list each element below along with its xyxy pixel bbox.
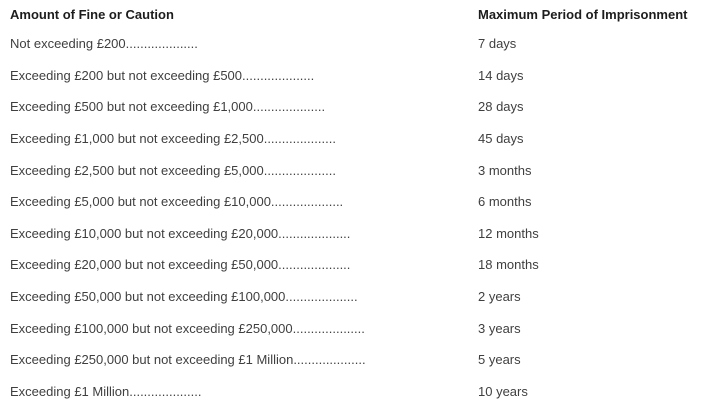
fine-amount-cell: Exceeding £50,000 but not exceeding £100… [10, 289, 358, 305]
table-header-row: Amount of Fine or Caution Maximum Period… [10, 0, 698, 28]
table-row: Exceeding £20,000 but not exceeding £50,… [10, 249, 698, 281]
imprisonment-period-cell: 5 years [478, 352, 521, 368]
fine-amount-cell: Exceeding £20,000 but not exceeding £50,… [10, 257, 351, 273]
imprisonment-period-cell: 3 years [478, 320, 521, 336]
table-row: Exceeding £1,000 but not exceeding £2,50… [10, 123, 698, 155]
table-row: Exceeding £50,000 but not exceeding £100… [10, 281, 698, 313]
imprisonment-period-cell: 3 months [478, 162, 532, 178]
fine-amount-cell: Exceeding £100,000 but not exceeding £25… [10, 320, 365, 336]
table-row: Exceeding £100,000 but not exceeding £25… [10, 312, 698, 344]
table-row: Exceeding £2,500 but not exceeding £5,00… [10, 154, 698, 186]
imprisonment-period-cell: 14 days [478, 67, 524, 83]
table-row: Exceeding £250,000 but not exceeding £1 … [10, 344, 698, 376]
column-header-fine-amount: Amount of Fine or Caution [10, 6, 174, 22]
imprisonment-period-cell: 18 months [478, 257, 539, 273]
imprisonment-period-cell: 6 months [478, 194, 532, 210]
fine-amount-cell: Exceeding £500 but not exceeding £1,000.… [10, 99, 326, 115]
table-row: Exceeding £5,000 but not exceeding £10,0… [10, 186, 698, 218]
table-row: Not exceeding £200.................... 7… [10, 28, 698, 60]
fine-amount-cell: Not exceeding £200.................... [10, 36, 198, 52]
fine-amount-cell: Exceeding £1,000 but not exceeding £2,50… [10, 131, 336, 147]
imprisonment-period-cell: 10 years [478, 383, 528, 399]
imprisonment-period-cell: 45 days [478, 131, 524, 147]
table-row: Exceeding £1 Million....................… [10, 376, 698, 408]
imprisonment-period-cell: 2 years [478, 289, 521, 305]
fine-amount-cell: Exceeding £200 but not exceeding £500...… [10, 67, 315, 83]
table-row: Exceeding £200 but not exceeding £500...… [10, 60, 698, 92]
fine-amount-cell: Exceeding £2,500 but not exceeding £5,00… [10, 162, 336, 178]
fine-amount-cell: Exceeding £250,000 but not exceeding £1 … [10, 352, 366, 368]
imprisonment-period-cell: 7 days [478, 36, 517, 52]
table-row: Exceeding £500 but not exceeding £1,000.… [10, 91, 698, 123]
fine-amount-cell: Exceeding £1 Million.................... [10, 383, 202, 399]
imprisonment-period-cell: 12 months [478, 225, 539, 241]
table-row: Exceeding £10,000 but not exceeding £20,… [10, 218, 698, 250]
column-header-imprisonment-period: Maximum Period of Imprisonment [478, 6, 688, 22]
fine-amount-cell: Exceeding £10,000 but not exceeding £20,… [10, 225, 351, 241]
fine-amount-cell: Exceeding £5,000 but not exceeding £10,0… [10, 194, 344, 210]
imprisonment-period-cell: 28 days [478, 99, 524, 115]
table-body: Not exceeding £200.................... 7… [10, 28, 698, 407]
